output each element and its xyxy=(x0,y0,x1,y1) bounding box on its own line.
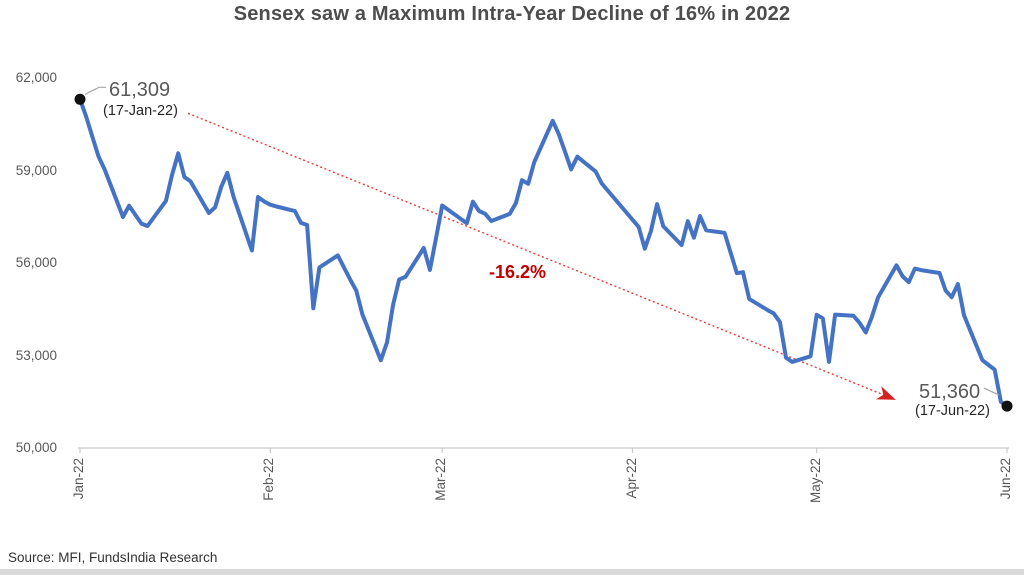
bottom-divider-bar xyxy=(0,569,1024,575)
start-annotation-value: 61,309 xyxy=(109,79,171,102)
x-axis-label-feb-22: Feb-22 xyxy=(261,458,277,501)
x-axis-label-may-22: May-22 xyxy=(807,458,823,504)
y-axis-label-62000: 62,000 xyxy=(15,70,57,85)
start-annotation-date: (17-Jan-22) xyxy=(103,103,178,120)
x-axis-label-jun-22: Jun-22 xyxy=(998,458,1013,500)
x-axis-label-apr-22: Apr-22 xyxy=(623,458,639,499)
x-axis-label-jan-22: Jan-22 xyxy=(71,458,86,500)
y-axis-label-56000: 56,000 xyxy=(15,255,57,270)
y-axis-label-50000: 50,000 xyxy=(15,440,57,455)
end-annotation-date: (17-Jun-22) xyxy=(915,403,990,420)
y-axis-label-53000: 53,000 xyxy=(15,347,57,363)
x-axis-label-mar-22: Mar-22 xyxy=(433,458,449,501)
source-note: Source: MFI, FundsIndia Research xyxy=(8,550,218,565)
y-axis-label-59000: 59,000 xyxy=(15,162,57,178)
end-point-marker xyxy=(1001,400,1013,412)
end-callout-line xyxy=(983,387,1000,396)
start-point-marker xyxy=(74,93,86,105)
end-annotation-value: 51,360 xyxy=(919,381,981,404)
decline-trendline xyxy=(187,112,896,400)
start-callout-line xyxy=(84,86,106,95)
sensex-series-line xyxy=(78,97,1009,409)
decline-percentage-label: -16.2% xyxy=(489,262,547,283)
chart-title: Sensex saw a Maximum Intra-Year Decline … xyxy=(233,3,791,25)
